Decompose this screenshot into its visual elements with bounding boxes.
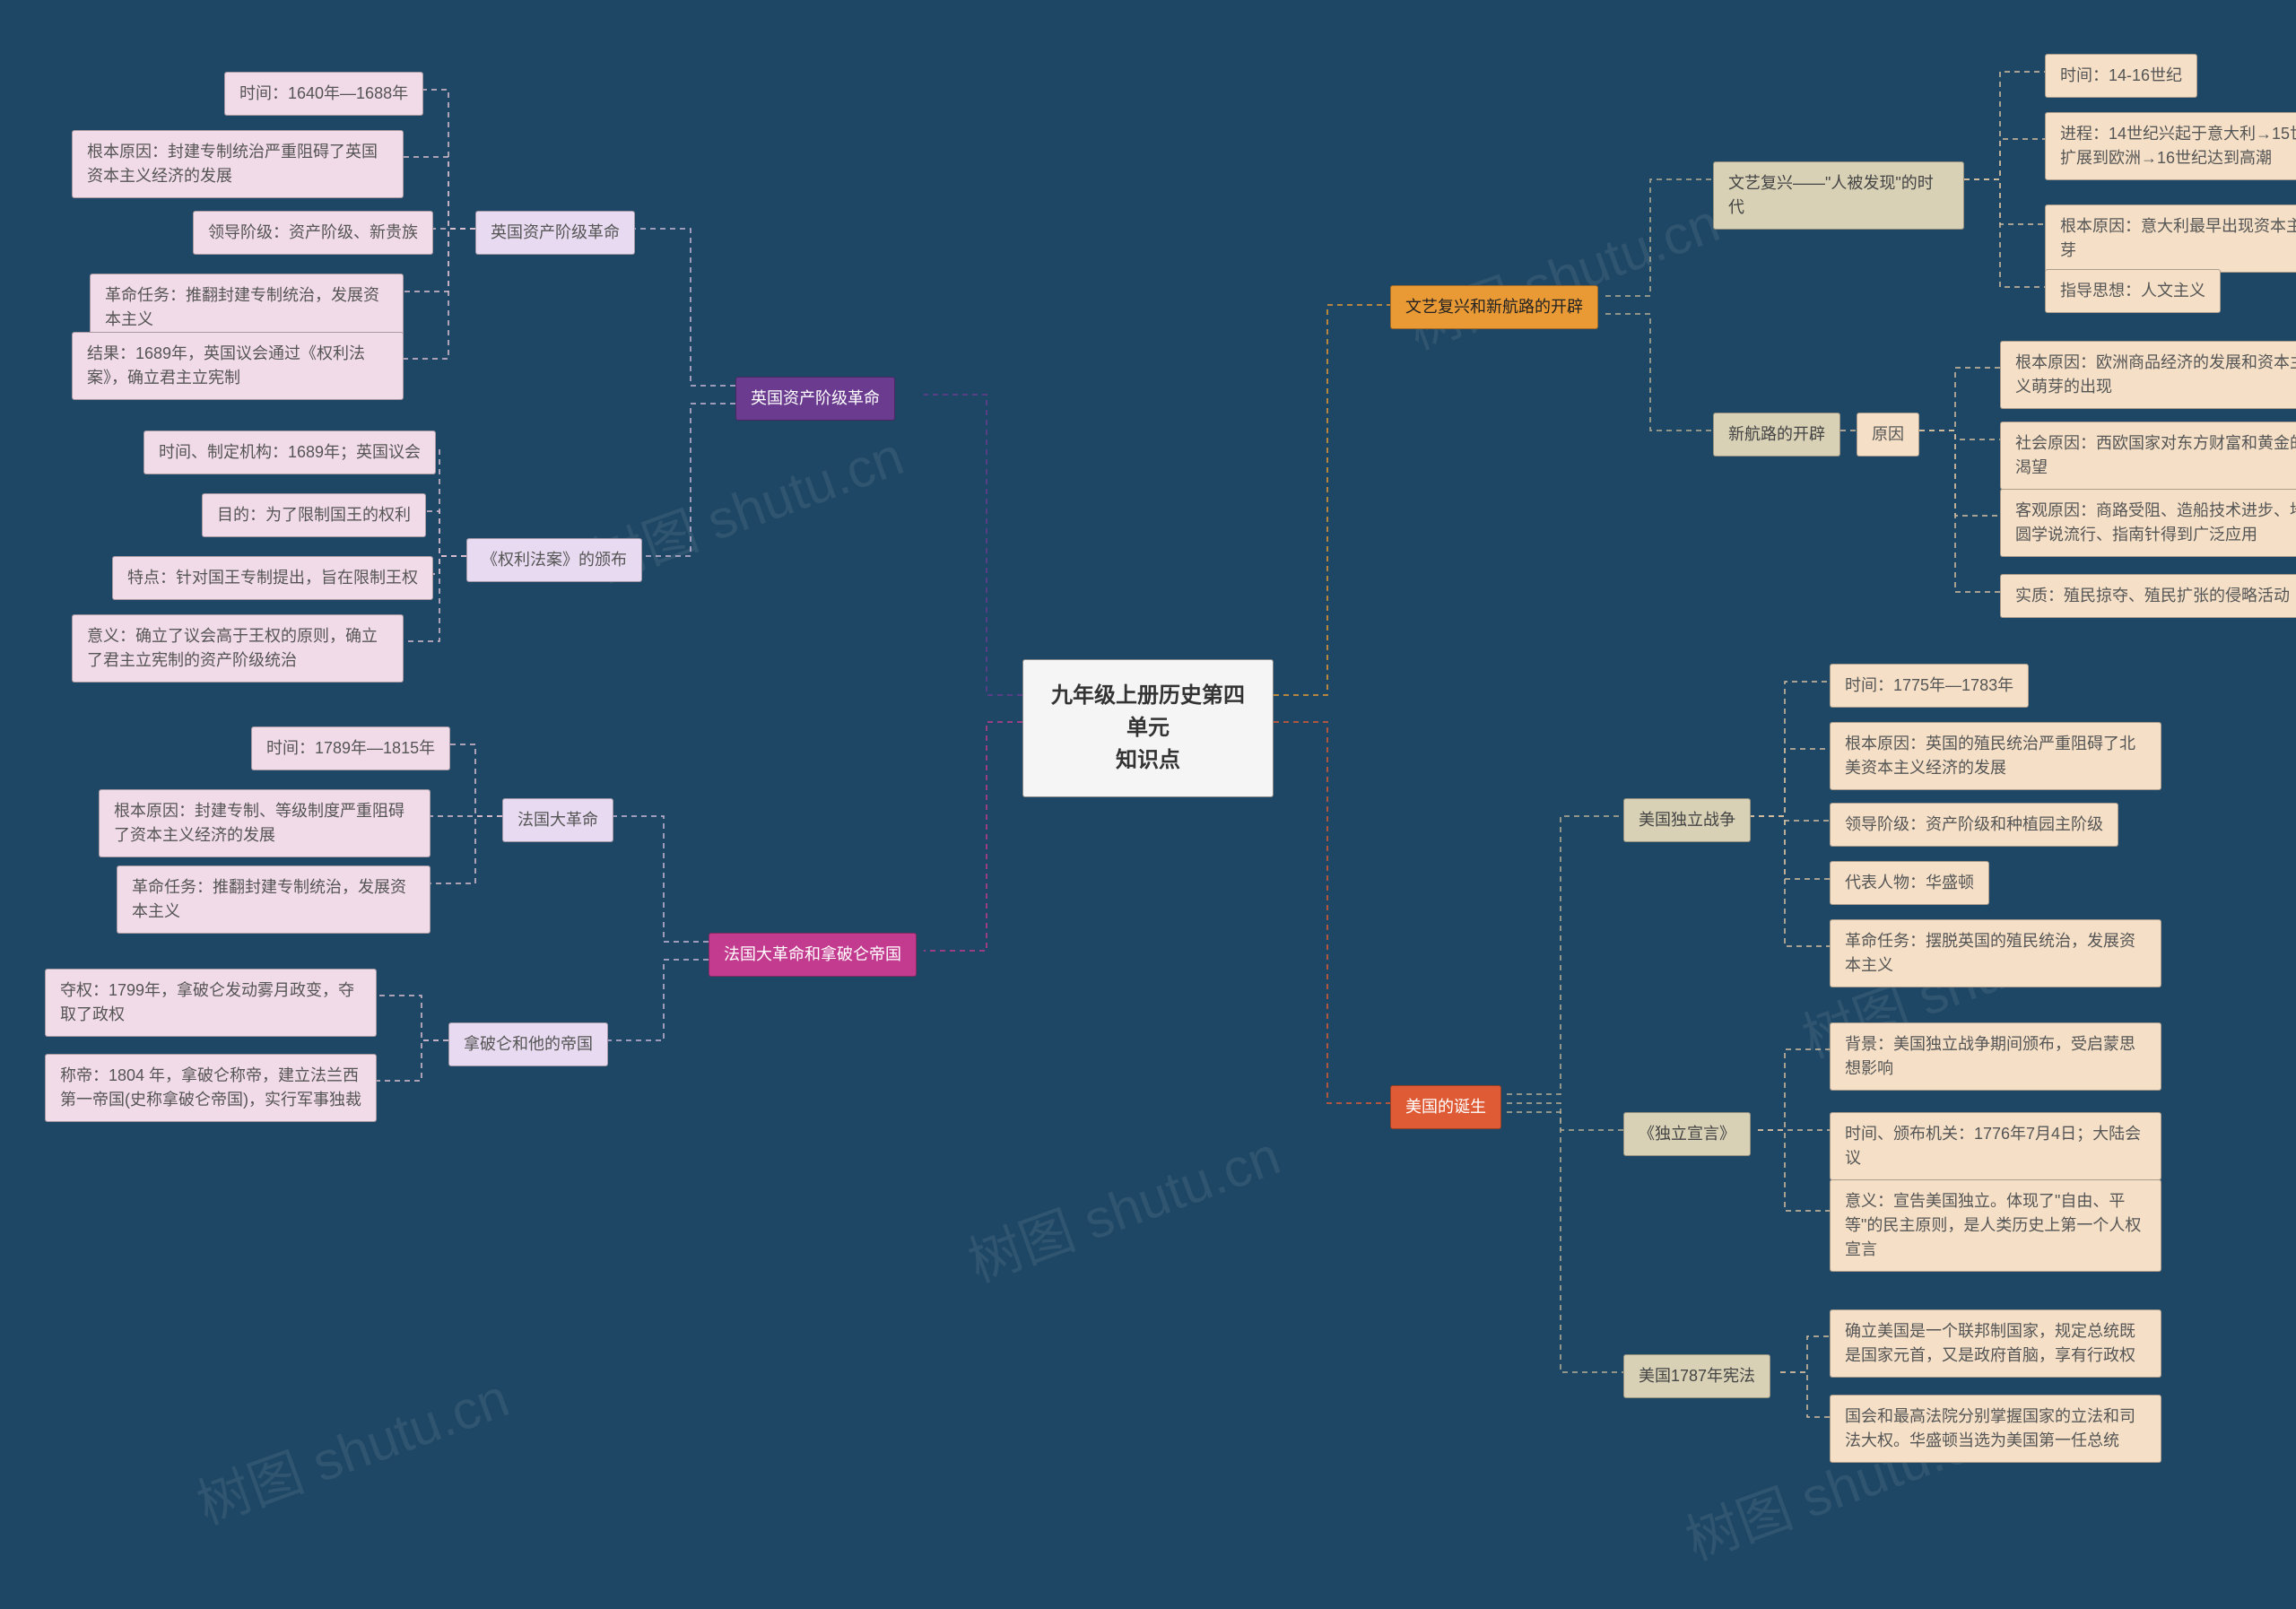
branch-uk-revolution: 英国资产阶级革命 — [735, 377, 895, 421]
leaf: 时间：14-16世纪 — [2045, 54, 2197, 98]
leaf: 时间：1789年—1815年 — [251, 726, 450, 770]
node-napoleon: 拿破仑和他的帝国 — [448, 1022, 608, 1066]
watermark: 树图 shutu.cn — [1396, 179, 1728, 364]
node-declaration: 《独立宣言》 — [1623, 1112, 1751, 1156]
leaf: 根本原因：英国的殖民统治严重阻碍了北美资本主义经济的发展 — [1830, 722, 2161, 790]
leaf: 意义：宣告美国独立。体现了"自由、平等"的民主原则，是人类历史上第一个人权宣言 — [1830, 1179, 2161, 1272]
leaf: 革命任务：摆脱英国的殖民统治，发展资本主义 — [1830, 919, 2161, 987]
root-line1: 九年级上册历史第四单元 — [1050, 680, 1246, 744]
leaf: 背景：美国独立战争期间颁布，受启蒙思想影响 — [1830, 1022, 2161, 1091]
leaf: 进程：14世纪兴起于意大利→15世纪后期扩展到欧洲→16世纪达到高潮 — [2045, 112, 2296, 180]
node-new-route: 新航路的开辟 — [1713, 413, 1840, 457]
leaf: 确立美国是一个联邦制国家，规定总统既是国家元首，又是政府首脑，享有行政权 — [1830, 1309, 2161, 1378]
leaf: 社会原因：西欧国家对东方财富和黄金的渴望 — [2000, 422, 2296, 490]
leaf: 时间：1640年—1688年 — [224, 72, 423, 116]
leaf: 夺权：1799年，拿破仑发动雾月政变，夺取了政权 — [45, 969, 377, 1037]
leaf: 时间、制定机构：1689年；英国议会 — [144, 431, 436, 474]
node-fr-revolution: 法国大革命 — [502, 798, 613, 842]
leaf: 目的：为了限制国王的权利 — [202, 493, 426, 537]
node-us-war: 美国独立战争 — [1623, 798, 1751, 842]
node-bill-of-rights: 《权利法案》的颁布 — [466, 538, 642, 582]
leaf: 根本原因：意大利最早出现资本主义萌芽 — [2045, 204, 2296, 273]
node-renaissance: 文艺复兴——"人被发现"的时代 — [1713, 161, 1964, 230]
leaf: 指导思想：人文主义 — [2045, 269, 2221, 313]
leaf: 时间、颁布机关：1776年7月4日；大陆会议 — [1830, 1112, 2161, 1180]
leaf: 领导阶级：资产阶级和种植园主阶级 — [1830, 803, 2118, 847]
root-line2: 知识点 — [1050, 744, 1246, 777]
branch-usa-birth: 美国的诞生 — [1390, 1085, 1501, 1129]
watermark: 树图 shutu.cn — [956, 1112, 1289, 1297]
leaf: 特点：针对国王专制提出，旨在限制王权 — [112, 556, 433, 600]
leaf: 根本原因：封建专制、等级制度严重阻碍了资本主义经济的发展 — [99, 789, 430, 857]
leaf: 意义：确立了议会高于王权的原则，确立了君主立宪制的资产阶级统治 — [72, 614, 404, 683]
node-uk-rev: 英国资产阶级革命 — [475, 211, 635, 255]
leaf: 国会和最高法院分别掌握国家的立法和司法大权。华盛顿当选为美国第一任总统 — [1830, 1395, 2161, 1463]
branch-fr-revolution: 法国大革命和拿破仑帝国 — [709, 933, 917, 977]
leaf: 称帝：1804 年，拿破仑称帝，建立法兰西第一帝国(史称拿破仑帝国)，实行军事独… — [45, 1054, 377, 1122]
leaf: 结果：1689年，英国议会通过《权利法案》，确立君主立宪制 — [72, 332, 404, 400]
leaf: 时间：1775年—1783年 — [1830, 664, 2029, 708]
leaf: 根本原因：封建专制统治严重阻碍了英国资本主义经济的发展 — [72, 130, 404, 198]
leaf: 革命任务：推翻封建专制统治，发展资本主义 — [117, 865, 430, 934]
node-cause-label: 原因 — [1857, 413, 1919, 457]
leaf: 领导阶级：资产阶级、新贵族 — [193, 211, 433, 255]
leaf: 根本原因：欧洲商品经济的发展和资本主义萌芽的出现 — [2000, 341, 2296, 409]
root-node: 九年级上册历史第四单元 知识点 — [1022, 659, 1274, 797]
leaf: 客观原因：商路受阻、造船技术进步、地圆学说流行、指南针得到广泛应用 — [2000, 489, 2296, 557]
branch-renaissance-route: 文艺复兴和新航路的开辟 — [1390, 285, 1598, 329]
node-1787-constitution: 美国1787年宪法 — [1623, 1354, 1770, 1398]
leaf: 实质：殖民掠夺、殖民扩张的侵略活动 — [2000, 574, 2296, 618]
leaf: 代表人物：华盛顿 — [1830, 861, 1989, 905]
watermark: 树图 shutu.cn — [185, 1354, 517, 1539]
